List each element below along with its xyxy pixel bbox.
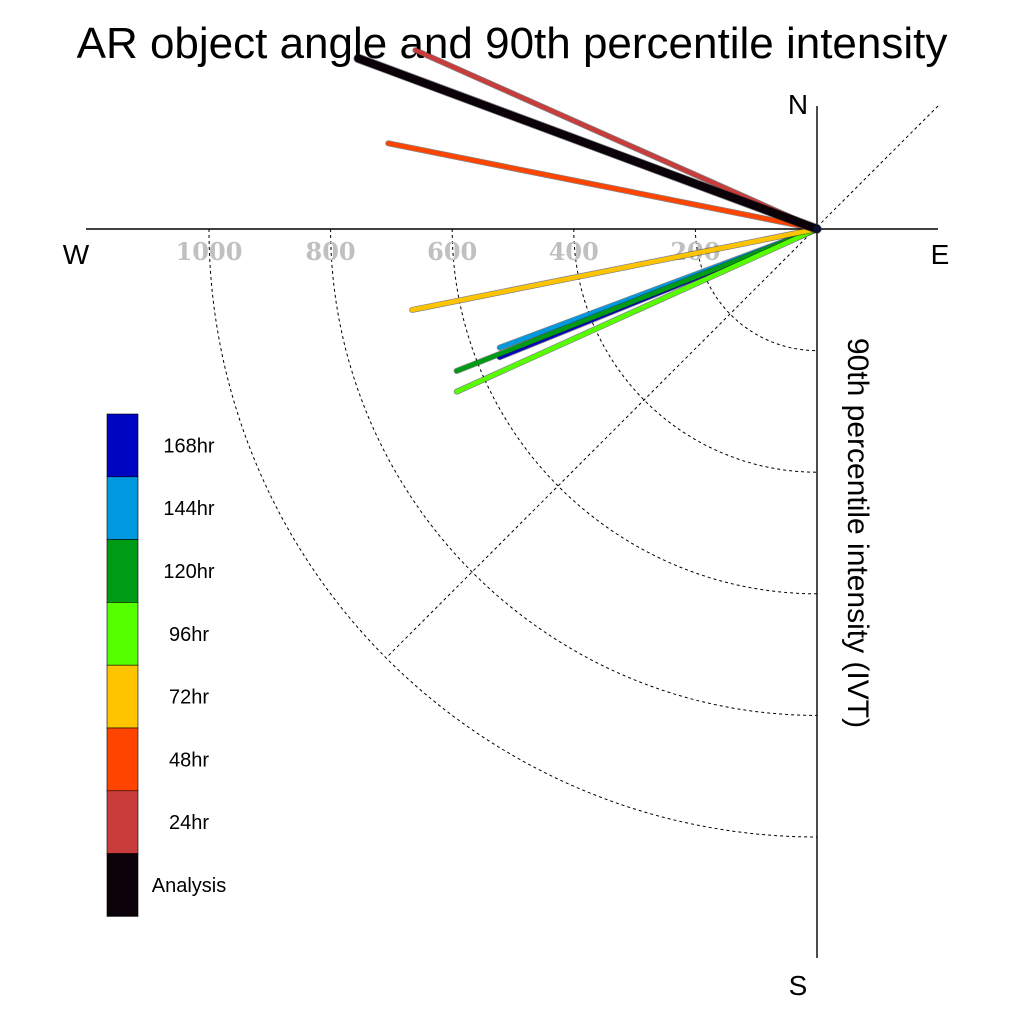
legend-label-24hr: 24hr (169, 812, 209, 834)
grid-arc-800 (330, 228, 818, 716)
grid-arc-1000 (208, 228, 818, 838)
origin-point (813, 225, 821, 233)
radial-tick-labels: 2004006008001000 (176, 237, 721, 266)
tick-label-800: 800 (306, 237, 356, 266)
grid-arc-600 (451, 228, 818, 595)
tick-label-1000: 1000 (176, 237, 243, 266)
axes (86, 106, 938, 958)
vector-series (353, 47, 822, 395)
legend-swatch-144hr (106, 476, 139, 540)
compass-north-label: N (788, 89, 808, 120)
legend-swatch-24hr (106, 790, 139, 854)
legend-label-144hr: 144hr (163, 498, 214, 520)
compass-south-label: S (789, 970, 808, 1001)
grid-arc-400 (573, 228, 818, 473)
compass-west-label: W (63, 239, 90, 270)
legend-label-analysis: Analysis (152, 875, 226, 897)
legend-swatch-168hr (106, 413, 139, 478)
radial-grid-arcs (208, 228, 818, 838)
tick-label-400: 400 (549, 237, 599, 266)
legend-swatch-96hr (106, 602, 139, 666)
legend: 168hr 144hr 120hr 96hr 72hr 48hr 24hr Analysis (106, 413, 226, 917)
vector-72hr (409, 226, 820, 313)
legend-label-48hr: 48hr (169, 749, 209, 771)
diagonal-gridline (387, 105, 939, 657)
tick-label-600: 600 (427, 237, 477, 266)
legend-swatch-72hr (106, 664, 139, 729)
vector-48hr (386, 141, 820, 232)
legend-label-168hr: 168hr (163, 435, 214, 457)
radial-axis-label: 90th percentile intensity (IVT) (841, 338, 874, 728)
vector-analysis (354, 54, 821, 233)
legend-swatch-analysis (106, 853, 139, 917)
vector-96hr (454, 226, 820, 394)
vector-120hr (454, 226, 820, 374)
grid (208, 105, 939, 838)
compass-east-label: E (931, 239, 950, 270)
chart-title: AR object angle and 90th percentile inte… (77, 19, 948, 68)
legend-label-96hr: 96hr (169, 624, 209, 646)
legend-swatch-120hr (106, 539, 139, 603)
legend-label-120hr: 120hr (163, 561, 214, 583)
legend-swatch-48hr (106, 727, 139, 792)
legend-label-72hr: 72hr (169, 687, 209, 709)
